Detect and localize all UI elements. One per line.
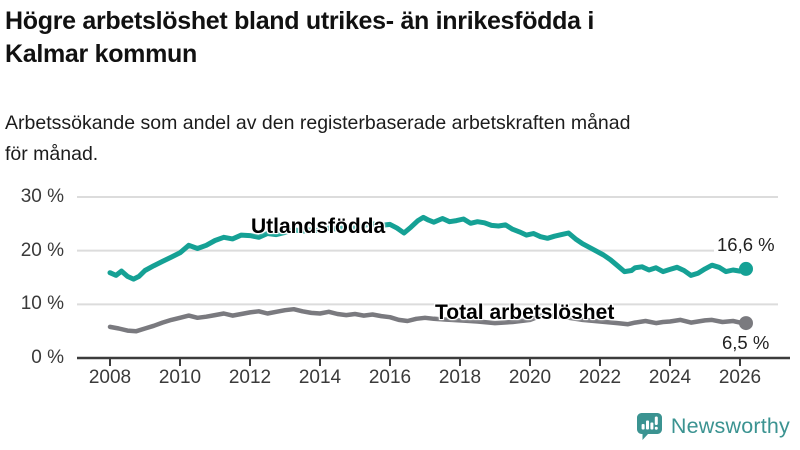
subtitle-line-1: Arbetssökande som andel av den registerb… [5,112,631,134]
series-label-total-arbetsloshet: Total arbetslöshet [435,301,615,324]
x-tick-label-2014: 2014 [298,367,342,388]
title-line-1: Högre arbetslöshet bland utrikes- än inr… [5,7,594,35]
x-tick-label-2026: 2026 [718,367,762,388]
page-title: Högre arbetslöshet bland utrikes- än inr… [5,5,785,71]
y-tick-label-10: 10 % [20,293,64,315]
logo-exclamation-dot [654,426,658,430]
x-tick-label-2020: 2020 [508,367,552,388]
x-tick-label-2018: 2018 [438,367,482,388]
x-tick-label-2012: 2012 [228,367,272,388]
series-line-1 [107,306,749,334]
x-tick-label-2024: 2024 [648,367,692,388]
x-tick-label-2022: 2022 [578,367,622,388]
logo-bar-2 [645,420,649,430]
logo-exclamation-bar [654,416,658,425]
newsworthy-logo[interactable]: Newsworthy [636,412,790,441]
logo-bar-1 [641,424,645,430]
title-line-2: Kalmar kommun [5,40,197,68]
y-tick-label-30: 30 % [20,186,64,207]
subtitle-line-2: för månad. [5,143,99,165]
series-endpoint-0 [739,261,753,276]
y-tick-label-20: 20 % [20,239,64,261]
newsworthy-bubble-icon [636,413,662,440]
series-line-0 [107,214,749,282]
chart-subtitle: Arbetssökande som andel av den registerb… [5,108,790,170]
logo-bar-3 [650,422,654,430]
series-label-utlandsfodda: Utlandsfödda [251,215,386,238]
x-tick-label-2008: 2008 [88,367,132,388]
x-tick-label-2016: 2016 [368,367,412,388]
x-tick-label-2010: 2010 [158,367,202,388]
series-endpoint-1 [739,316,753,331]
y-tick-label-0: 0 % [31,347,64,368]
end-value-label-utlandsfodda: 16,6 % [714,234,778,256]
end-value-label-total: 6,5 % [719,332,773,354]
newsworthy-wordmark: Newsworthy [670,414,790,438]
